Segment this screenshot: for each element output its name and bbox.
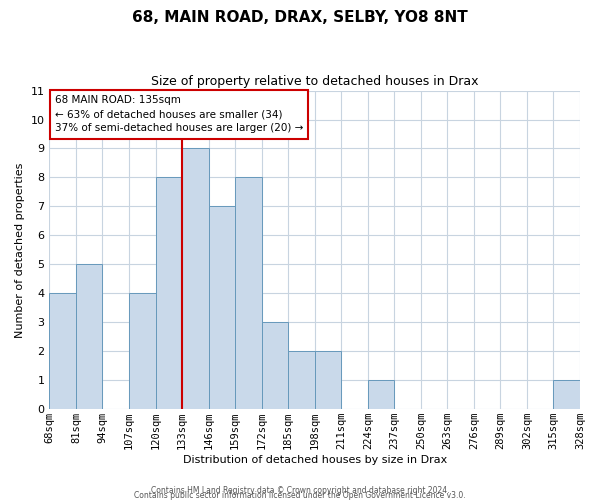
Text: 68 MAIN ROAD: 135sqm
← 63% of detached houses are smaller (34)
37% of semi-detac: 68 MAIN ROAD: 135sqm ← 63% of detached h… xyxy=(55,96,303,134)
Bar xyxy=(209,206,235,409)
Text: 68, MAIN ROAD, DRAX, SELBY, YO8 8NT: 68, MAIN ROAD, DRAX, SELBY, YO8 8NT xyxy=(132,10,468,25)
Bar xyxy=(262,322,288,409)
Bar xyxy=(182,148,209,409)
Bar xyxy=(553,380,580,409)
Bar xyxy=(129,294,155,409)
Bar xyxy=(315,351,341,409)
Bar xyxy=(49,294,76,409)
Bar xyxy=(235,178,262,409)
Bar xyxy=(155,178,182,409)
Bar xyxy=(288,351,315,409)
Text: Contains public sector information licensed under the Open Government Licence v3: Contains public sector information licen… xyxy=(134,491,466,500)
Y-axis label: Number of detached properties: Number of detached properties xyxy=(15,162,25,338)
Text: Contains HM Land Registry data © Crown copyright and database right 2024.: Contains HM Land Registry data © Crown c… xyxy=(151,486,449,495)
X-axis label: Distribution of detached houses by size in Drax: Distribution of detached houses by size … xyxy=(182,455,447,465)
Bar xyxy=(76,264,103,409)
Bar xyxy=(580,380,600,409)
Bar xyxy=(368,380,394,409)
Title: Size of property relative to detached houses in Drax: Size of property relative to detached ho… xyxy=(151,75,478,88)
